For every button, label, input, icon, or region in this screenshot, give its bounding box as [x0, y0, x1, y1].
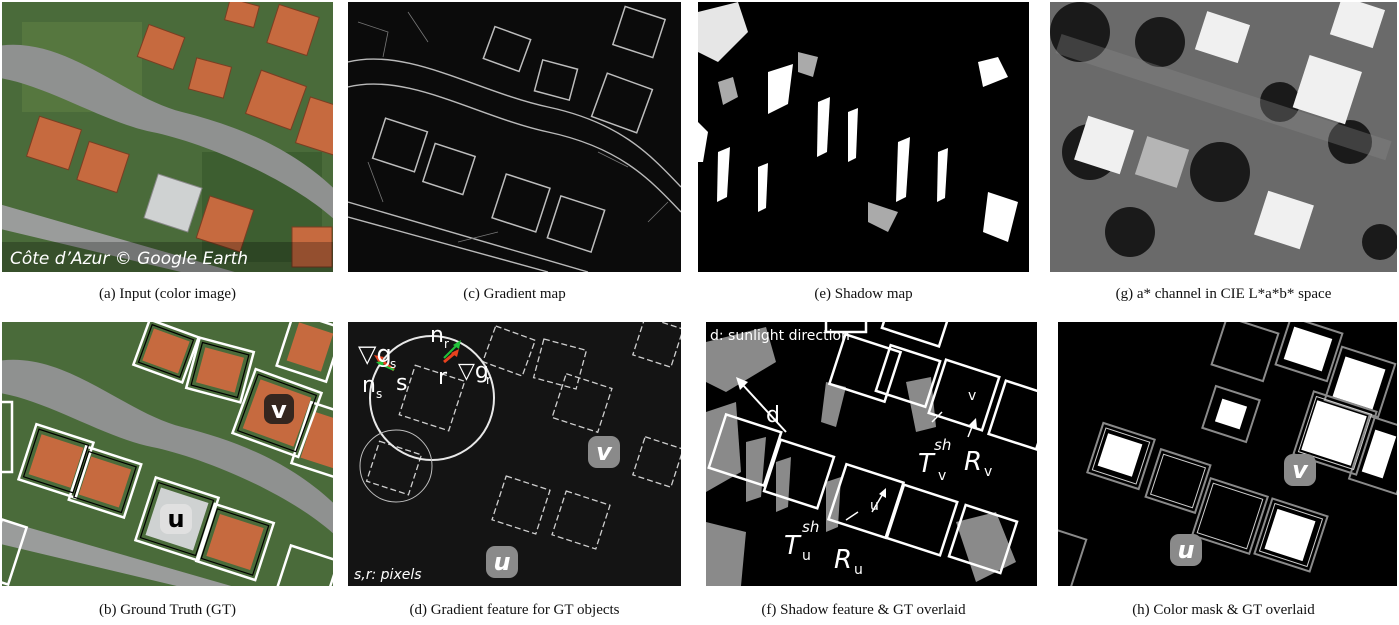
label-R-v: R [964, 447, 982, 477]
point-r: r [438, 365, 448, 390]
label-T-v-sh: sh [934, 436, 951, 454]
label-T-v: T [918, 449, 936, 479]
caption-e: (e) Shadow map [814, 286, 913, 302]
n-r-subscript: r [444, 337, 449, 351]
label-T-u-sh: sh [802, 518, 819, 536]
caption-f: (f) Shadow feature & GT overlaid [761, 602, 966, 618]
caption-a: (a) Input (color image) [98, 286, 237, 302]
label-R-u: R [834, 545, 852, 575]
grad-s-subscript: s [390, 357, 396, 371]
n-r-symbol: n [430, 323, 444, 348]
label-T-v-sub: v [938, 468, 946, 484]
caption-g: (g) a* channel in CIE L*a*b* space [1115, 286, 1332, 302]
point-s: s [396, 371, 407, 396]
panel-d-gradient-feature: ▽g s n r ▽g r n s s r v u s,r: pixels [348, 322, 681, 586]
n-s-symbol: n [362, 373, 376, 398]
caption-b: (b) Ground Truth (GT) [98, 602, 237, 618]
panel-g-a-channel [1050, 2, 1397, 272]
watermark-text: Côte d’Azur © Google Earth [10, 249, 248, 269]
label-v: v [596, 438, 613, 466]
label-u-top: u [870, 498, 879, 514]
caption-c: (c) Gradient map [463, 286, 566, 302]
caption-d: (d) Gradient feature for GT objects [409, 602, 620, 618]
label-R-v-sub: v [984, 464, 992, 480]
panel-h-color-mask: v u [1058, 322, 1397, 586]
grad-r-subscript: r [486, 373, 491, 387]
label-d: d [766, 403, 780, 428]
label-T-u-sub: u [802, 548, 811, 564]
label-u: u [1177, 536, 1194, 564]
label-v-top: v [968, 388, 976, 404]
panel-c-gradient-map [348, 2, 681, 272]
label-u: u [493, 548, 510, 576]
grad-r-symbol: ▽g [458, 359, 489, 384]
label-u: u [167, 505, 184, 533]
panel-a-input-image: Côte d’Azur © Google Earth [2, 2, 333, 272]
label-v: v [1292, 456, 1309, 484]
note-pixels: s,r: pixels [354, 567, 422, 583]
caption-h: (h) Color mask & GT overlaid [1132, 602, 1315, 618]
panel-b-ground-truth: v u [2, 322, 333, 586]
label-R-u-sub: u [854, 562, 863, 578]
panel-f-shadow-feature: d: sunlight direction d T sh v R v v T s… [706, 322, 1037, 586]
panel-e-shadow-map [698, 2, 1029, 272]
label-T-u: T [784, 531, 802, 561]
note-sunlight: d: sunlight direction [710, 328, 850, 344]
grad-s-symbol: ▽g [358, 340, 392, 368]
n-s-subscript: s [376, 387, 382, 401]
label-v: v [271, 396, 287, 424]
